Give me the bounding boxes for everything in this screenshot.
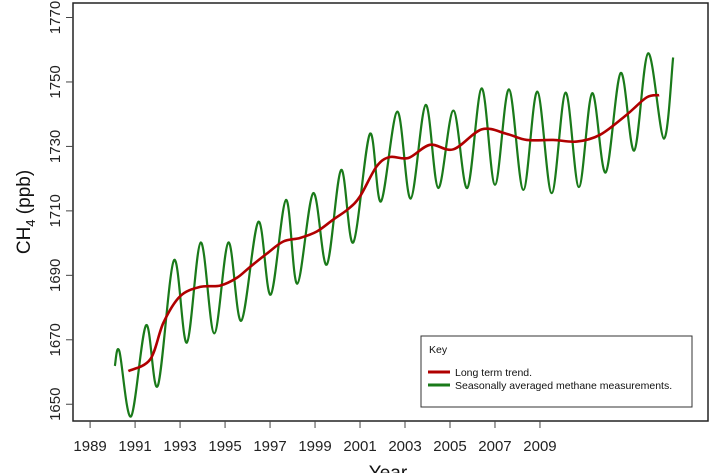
x-axis-title: Year xyxy=(369,463,408,473)
y-axis-title-subscript: 4 xyxy=(23,219,38,226)
series-line-seasonal-methane xyxy=(113,52,675,418)
y-tick-label: 1750 xyxy=(47,65,64,98)
y-tick-label: 1690 xyxy=(47,259,64,292)
x-tick-label: 1993 xyxy=(163,438,196,455)
legend-label-trend: Long term trend. xyxy=(455,367,532,379)
x-tick-label: 2005 xyxy=(433,438,466,455)
legend-box xyxy=(420,335,693,408)
legend-title: Key xyxy=(429,344,448,356)
series-layer xyxy=(113,52,675,418)
x-tick-label: 1991 xyxy=(118,438,151,455)
y-axis-title: CH4 (ppb) xyxy=(14,170,38,254)
legend: Key Long term trend. Seasonally averaged… xyxy=(420,335,693,408)
x-tick-label: 1989 xyxy=(73,438,106,455)
legend-label-seasonal: Seasonally averaged methane measurements… xyxy=(455,380,672,392)
y-axis-title-main: CH xyxy=(14,227,35,254)
y-tick-label: 1710 xyxy=(47,194,64,227)
x-tick-label: 1997 xyxy=(253,438,286,455)
y-tick-label: 1670 xyxy=(47,323,64,356)
x-tick-label: 1999 xyxy=(298,438,331,455)
y-axis: 1650 1670 1690 1710 1730 1750 1770 xyxy=(47,1,73,421)
y-tick-label: 1770 xyxy=(47,1,64,34)
y-axis-title-unit: (ppb) xyxy=(14,170,35,220)
x-axis: 1989 1991 1993 1995 1997 1999 2001 2003 2005 2007… xyxy=(73,421,557,455)
x-tick-label: 1995 xyxy=(208,438,241,455)
series-line-long-term-trend xyxy=(127,93,660,373)
y-tick-label: 1650 xyxy=(47,388,64,421)
x-tick-label: 2003 xyxy=(388,438,421,455)
plot-frame xyxy=(72,2,709,422)
x-tick-label: 2001 xyxy=(343,438,376,455)
x-tick-label: 2009 xyxy=(523,438,556,455)
y-tick-label: 1730 xyxy=(47,130,64,163)
x-tick-label: 2007 xyxy=(478,438,511,455)
